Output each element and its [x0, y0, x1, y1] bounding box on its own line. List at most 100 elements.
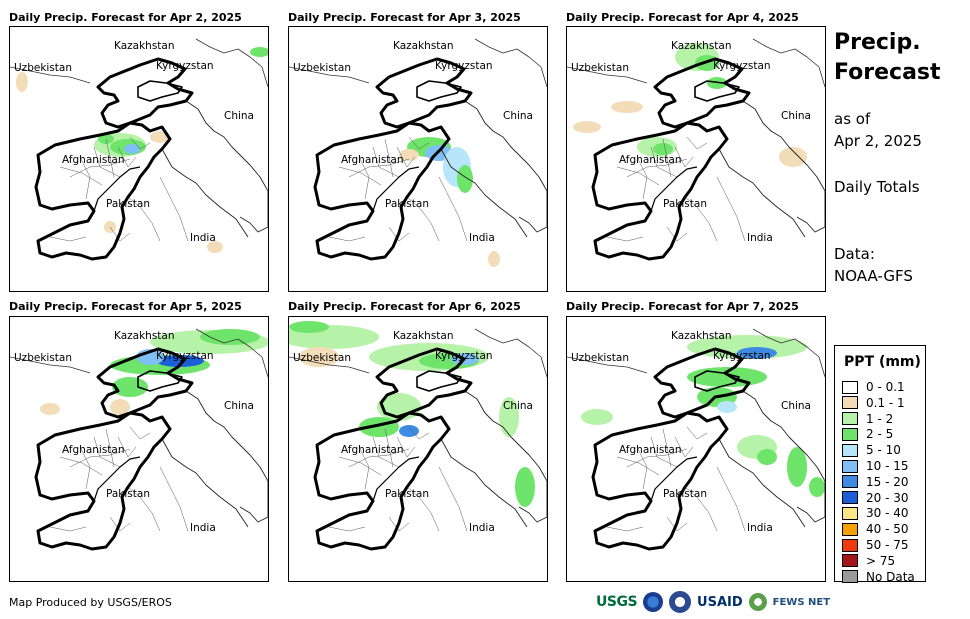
footer-credit: Map Produced by USGS/EROS: [9, 596, 172, 609]
legend-swatch: [842, 380, 858, 394]
usgs-logo: USGS: [596, 594, 638, 610]
province-boundary-line: [358, 156, 370, 200]
precip-area: [737, 347, 777, 359]
province-boundary-line: [666, 226, 688, 242]
afghanistan-pakistan-outline: [34, 121, 172, 261]
country-label-uzbekistan: Uzbekistan: [14, 352, 72, 364]
country-label-pakistan: Pakistan: [663, 488, 707, 500]
country-label-uzbekistan: Uzbekistan: [293, 62, 351, 74]
province-boundary-line: [384, 428, 394, 468]
map-panel-6: Kazakhstan Uzbekistan Kyrgyzstan China Afgha…: [566, 316, 826, 582]
province-boundary-line: [650, 436, 678, 468]
daily-totals-label: Daily Totals: [834, 178, 920, 196]
country-label-afghanistan: Afghanistan: [619, 444, 682, 456]
country-label-kazakhstan: Kazakhstan: [671, 40, 732, 52]
province-boundary-line: [662, 428, 672, 468]
country-border-line: [567, 328, 825, 378]
legend-label: 10 - 15: [866, 459, 909, 473]
country-border-line: [567, 38, 825, 88]
precip-area: [717, 401, 737, 413]
country-label-kyrgyzstan: Kyrgyzstan: [156, 350, 214, 362]
precip-area: [653, 143, 673, 155]
country-label-india: India: [747, 522, 773, 534]
country-label-uzbekistan: Uzbekistan: [571, 352, 629, 364]
country-label-pakistan: Pakistan: [106, 488, 150, 500]
province-boundary-line: [636, 156, 648, 200]
central-asia-outline: [96, 347, 194, 419]
legend-swatch: [842, 522, 858, 536]
fews-net-logo: FEWS NET: [772, 596, 831, 608]
china-border-line: [185, 100, 268, 233]
central-asia-outline: [375, 57, 473, 129]
country-label-uzbekistan: Uzbekistan: [14, 62, 72, 74]
province-boundary-line: [388, 226, 410, 242]
fews-globe-icon: [748, 593, 767, 611]
panel-title-5: Daily Precip. Forecast for Apr 6, 2025: [288, 300, 521, 313]
legend-swatch: [842, 396, 858, 410]
precip-area: [124, 144, 140, 154]
province-boundary-line: [684, 196, 718, 242]
province-boundary-line: [372, 436, 400, 468]
precip-area: [299, 347, 339, 367]
legend-label: 30 - 40: [866, 506, 909, 521]
precip-area: [787, 447, 807, 487]
precip-area: [611, 101, 643, 113]
side-title-line1: Precip.: [834, 30, 921, 55]
map-panel-2: Kazakhstan Uzbekistan Kyrgyzstan China Afgha…: [288, 26, 548, 292]
province-boundary-line: [93, 146, 121, 178]
legend-item: 0 - 0.1: [842, 379, 905, 395]
data-label: Data:: [834, 245, 875, 263]
province-boundary-line: [129, 136, 151, 150]
precip-area: [757, 449, 777, 465]
country-label-india: India: [747, 232, 773, 244]
legend-item: 20 - 30: [842, 490, 909, 506]
map-panel-1: Kazakhstan Uzbekistan Kyrgyzstan China Afgha…: [9, 26, 269, 292]
precip-area: [515, 467, 535, 507]
precip-area: [687, 367, 767, 387]
country-label-afghanistan: Afghanistan: [62, 444, 125, 456]
map-svg: Kazakhstan Uzbekistan Kyrgyzstan China Afgha…: [567, 38, 825, 261]
map-panel-3: Kazakhstan Uzbekistan Kyrgyzstan China Afgha…: [566, 26, 826, 292]
usaid-logo: USAID: [697, 594, 743, 610]
legend-swatch: [842, 491, 858, 505]
india-border-line: [161, 438, 249, 528]
panel-title-4: Daily Precip. Forecast for Apr 5, 2025: [9, 300, 242, 313]
country-border-line: [10, 328, 268, 378]
province-boundary-line: [59, 456, 103, 476]
legend-item: > 75: [842, 553, 895, 569]
province-boundary-line: [127, 196, 161, 242]
noaa-logo-icon: [643, 592, 664, 612]
country-label-kyrgyzstan: Kyrgyzstan: [713, 60, 771, 72]
map-svg: Kazakhstan Uzbekistan Kyrgyzstan China Afgha…: [10, 328, 268, 551]
precip-area: [156, 355, 204, 367]
province-boundary-line: [129, 426, 151, 440]
precip-area: [809, 477, 825, 497]
province-boundary-line: [626, 448, 688, 468]
precip-area: [40, 403, 60, 415]
country-label-india: India: [190, 232, 216, 244]
precip-area: [207, 241, 223, 253]
country-label-afghanistan: Afghanistan: [341, 154, 404, 166]
legend-item: 0.1 - 1: [842, 395, 905, 411]
province-boundary-line: [328, 526, 366, 532]
kyrgyzstan-border-line: [416, 370, 462, 392]
precip-area: [16, 72, 28, 92]
province-boundary-line: [396, 436, 416, 458]
panel-title-3: Daily Precip. Forecast for Apr 4, 2025: [566, 11, 799, 24]
province-boundary-line: [686, 426, 708, 440]
central-asia-outline: [375, 347, 473, 419]
legend-item: 30 - 40: [842, 505, 909, 521]
country-label-china: China: [781, 400, 811, 412]
map-svg: Kazakhstan Uzbekistan Kyrgyzstan China Afgha…: [567, 328, 825, 551]
country-label-kazakhstan: Kazakhstan: [393, 330, 454, 342]
country-label-kazakhstan: Kazakhstan: [393, 40, 454, 52]
kyrgyzstan-border-line: [137, 80, 183, 102]
legend-item: 40 - 50: [842, 521, 909, 537]
legend-label: 20 - 30: [866, 490, 909, 505]
precip-area: [110, 399, 130, 415]
country-border-line: [289, 38, 547, 88]
province-boundary-line: [338, 166, 382, 186]
panel-title-6: Daily Precip. Forecast for Apr 7, 2025: [566, 300, 799, 313]
legend-title: PPT (mm): [844, 354, 921, 370]
province-boundary-line: [662, 138, 672, 178]
